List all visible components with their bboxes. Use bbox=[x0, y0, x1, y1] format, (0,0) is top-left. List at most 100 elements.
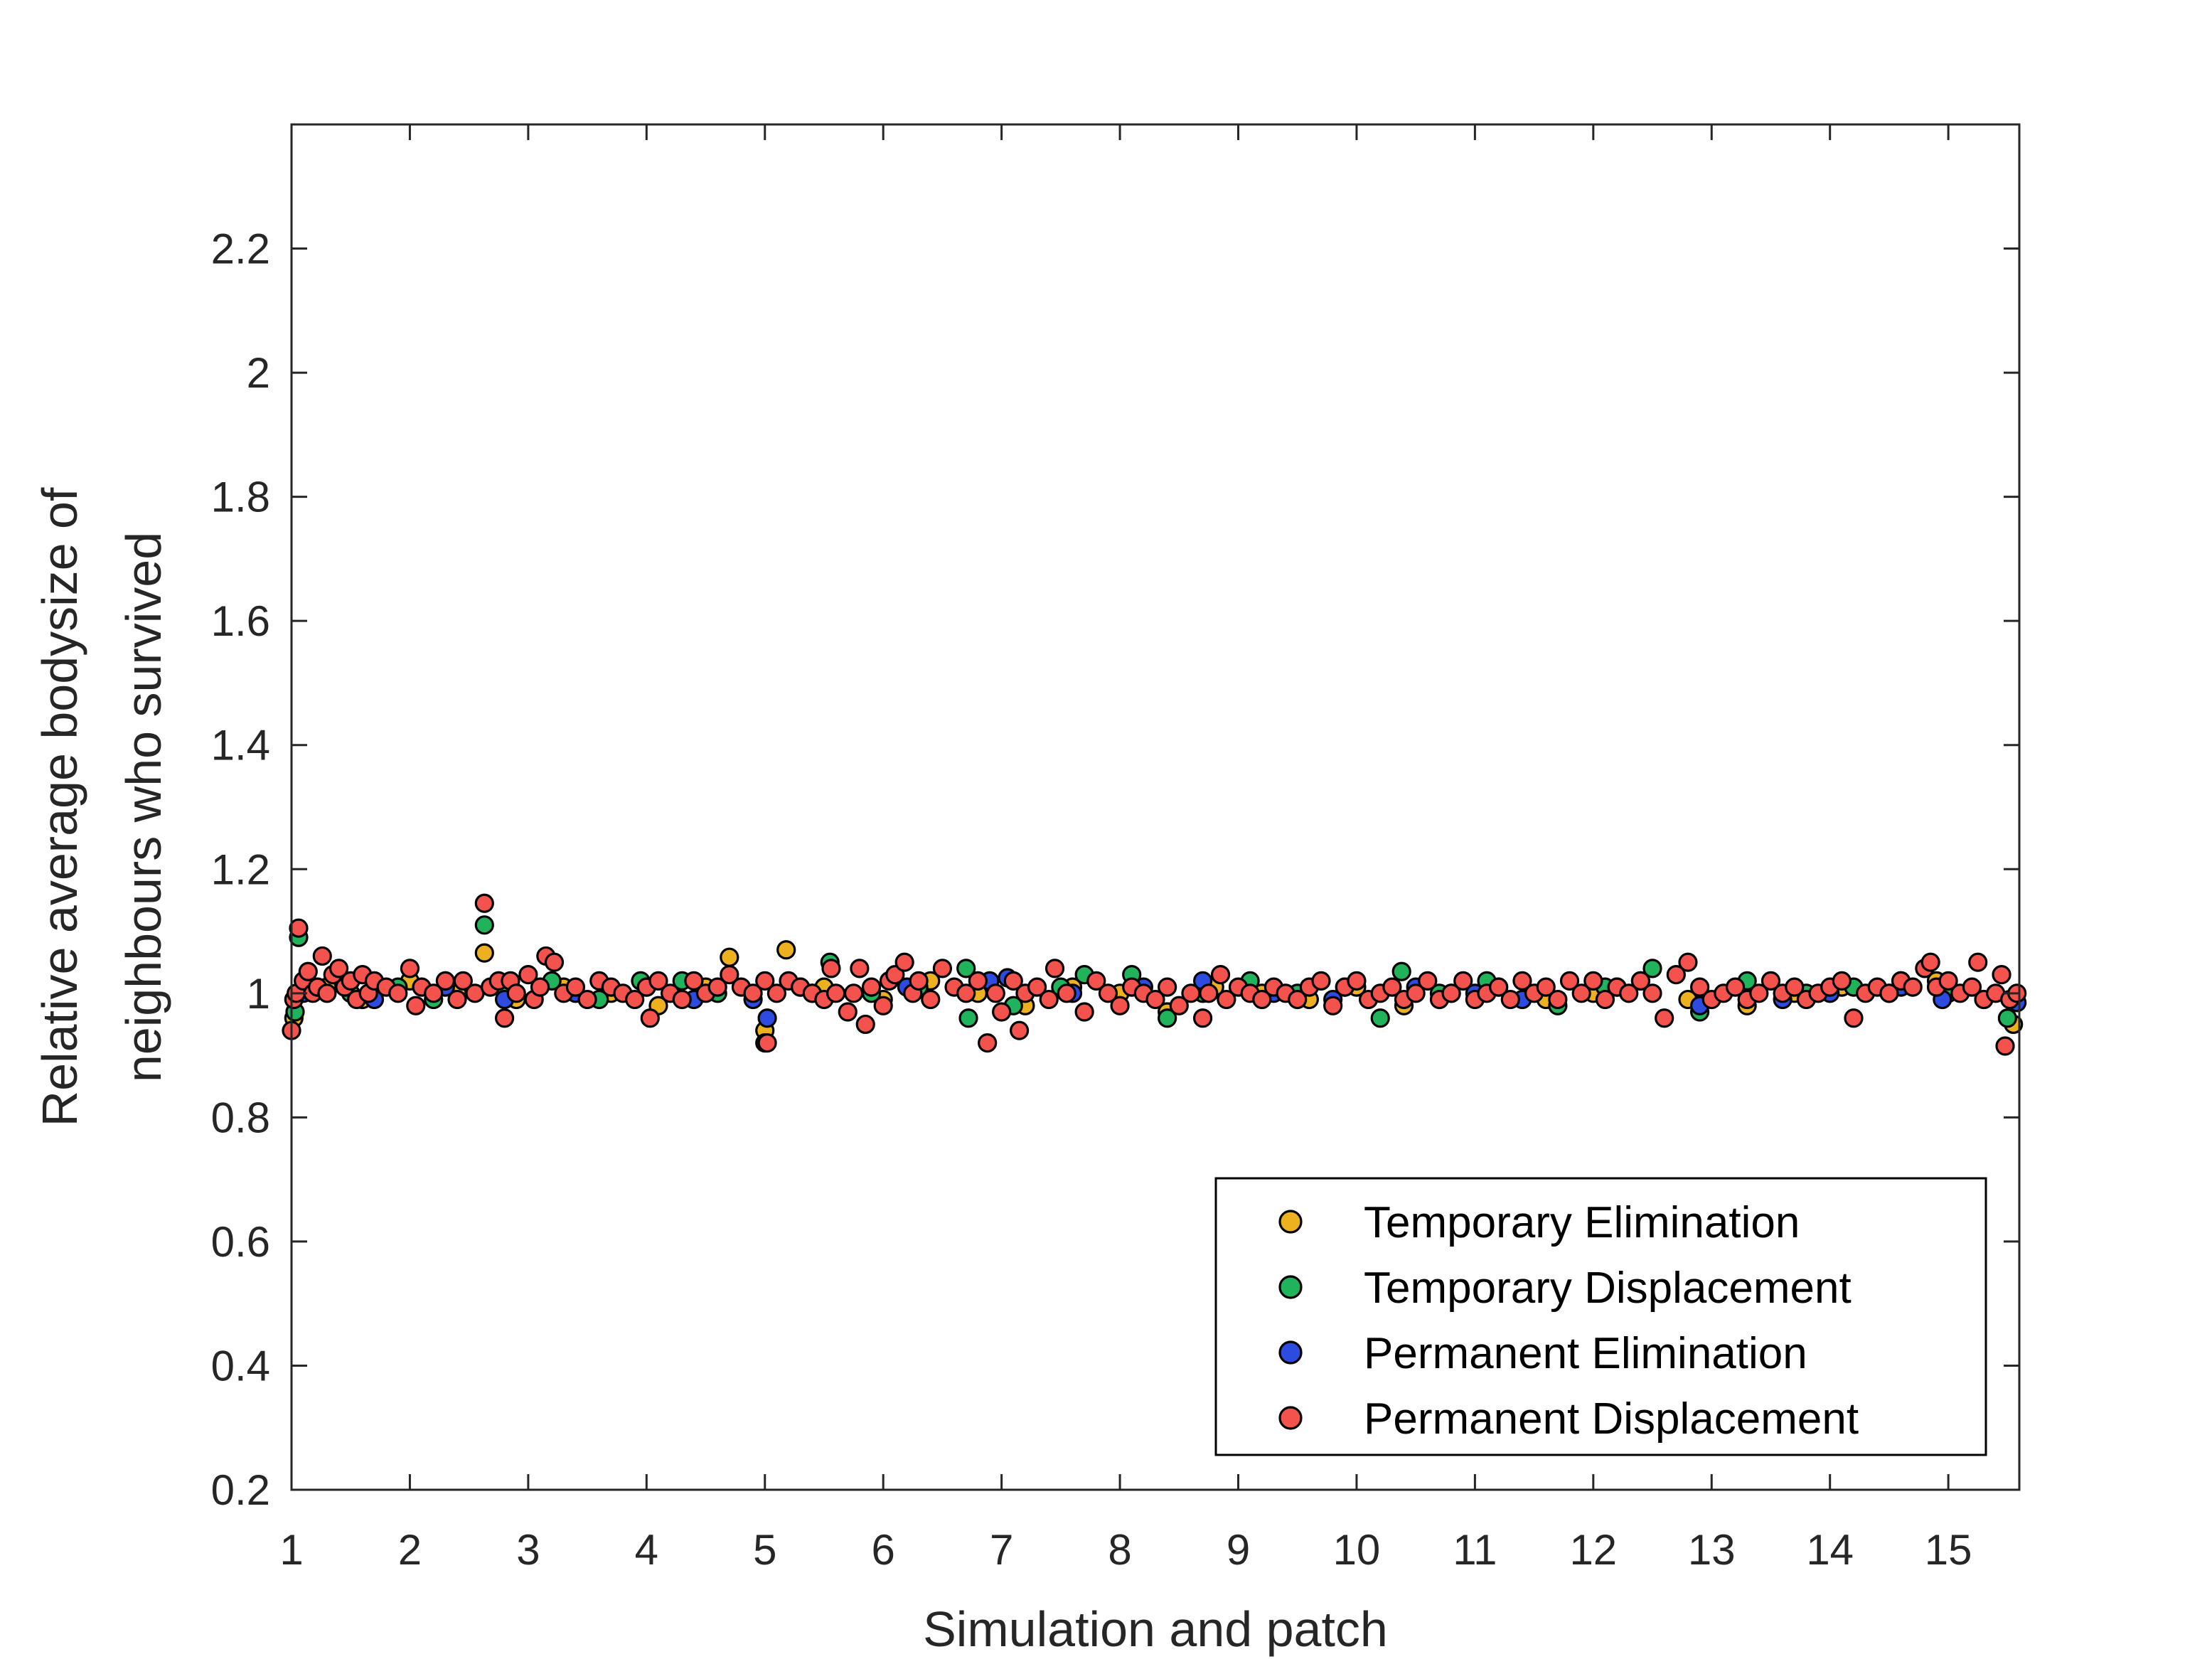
data-point bbox=[958, 1008, 978, 1028]
data-point bbox=[1217, 989, 1236, 1010]
x-tick-label: 14 bbox=[1806, 1526, 1854, 1574]
data-point bbox=[766, 983, 786, 1003]
x-tick-label: 9 bbox=[1227, 1526, 1250, 1574]
x-tick-label: 1 bbox=[279, 1526, 303, 1574]
data-point bbox=[298, 961, 318, 981]
data-point bbox=[1583, 971, 1603, 991]
x-tick-label: 5 bbox=[753, 1526, 776, 1574]
x-tick-label: 6 bbox=[872, 1526, 895, 1574]
data-point bbox=[388, 983, 408, 1003]
data-point bbox=[672, 989, 692, 1010]
data-point bbox=[1098, 983, 1118, 1003]
data-point bbox=[1997, 1008, 2017, 1028]
data-point bbox=[640, 1008, 660, 1028]
x-tick-label: 7 bbox=[990, 1526, 1013, 1574]
data-point bbox=[1489, 977, 1509, 997]
data-point bbox=[755, 971, 775, 991]
data-point bbox=[1003, 971, 1023, 991]
legend-label: Permanent Elimination bbox=[1364, 1329, 1807, 1378]
data-point bbox=[978, 1033, 998, 1053]
data-point bbox=[1210, 965, 1231, 985]
data-point bbox=[1571, 983, 1591, 1003]
data-point bbox=[1666, 965, 1686, 985]
x-tick-label: 15 bbox=[1925, 1526, 1972, 1574]
data-point bbox=[1879, 983, 1899, 1003]
data-point bbox=[1418, 971, 1438, 991]
data-point bbox=[1074, 1002, 1094, 1022]
x-axis-title: Simulation and patch bbox=[923, 1601, 1388, 1657]
data-point bbox=[494, 1008, 515, 1028]
y-tick-label: 1.8 bbox=[211, 474, 270, 521]
legend-label: Temporary Elimination bbox=[1364, 1198, 1800, 1247]
data-point bbox=[861, 977, 882, 997]
data-point bbox=[1027, 977, 1047, 997]
data-point bbox=[921, 989, 941, 1010]
data-point bbox=[909, 971, 929, 991]
data-point bbox=[1199, 983, 1219, 1003]
data-point bbox=[400, 959, 420, 978]
data-point bbox=[1169, 996, 1189, 1015]
data-point bbox=[530, 977, 550, 997]
data-point bbox=[565, 977, 586, 997]
data-point bbox=[1192, 1008, 1213, 1028]
data-point bbox=[1832, 971, 1852, 991]
data-point bbox=[328, 959, 349, 978]
data-point bbox=[968, 971, 988, 991]
x-tick-label: 4 bbox=[635, 1526, 658, 1574]
y-axis-title-line-2: neighbours who survived bbox=[116, 532, 171, 1082]
legend: Temporary Elimination Temporary Displacem… bbox=[1214, 1177, 1987, 1456]
data-point bbox=[1619, 983, 1639, 1003]
data-point bbox=[932, 959, 953, 978]
data-point bbox=[1406, 983, 1426, 1003]
data-point bbox=[1086, 971, 1106, 991]
y-tick-label: 0.2 bbox=[211, 1466, 270, 1514]
data-point bbox=[1441, 983, 1461, 1003]
data-point bbox=[1903, 977, 1923, 997]
data-point bbox=[1512, 971, 1532, 991]
data-point bbox=[1110, 996, 1130, 1015]
y-tick-label: 2 bbox=[247, 349, 270, 397]
data-point bbox=[1655, 1008, 1674, 1028]
data-point bbox=[1347, 971, 1367, 991]
data-point bbox=[850, 959, 870, 978]
tick-labels: 1 2 3 4 5 6 7 8 9 10 11 12 13 14 150.20.40.60.811.21.4… bbox=[211, 225, 1972, 1574]
data-point bbox=[707, 977, 727, 997]
data-point bbox=[577, 989, 597, 1010]
data-point bbox=[453, 971, 473, 991]
data-point bbox=[1962, 977, 1982, 997]
legend-entries: Temporary Elimination Temporary Displacem… bbox=[1278, 1198, 1859, 1444]
data-point bbox=[1630, 971, 1650, 991]
data-point bbox=[684, 971, 704, 991]
data-point bbox=[317, 983, 337, 1003]
data-point bbox=[1920, 952, 1940, 972]
data-point bbox=[720, 947, 739, 967]
data-point bbox=[956, 983, 976, 1003]
x-tick-label: 10 bbox=[1333, 1526, 1381, 1574]
series-permanent-displacement bbox=[282, 893, 2027, 1056]
data-point bbox=[757, 1033, 777, 1053]
data-point bbox=[1595, 989, 1615, 1010]
data-point bbox=[1158, 1008, 1177, 1028]
data-point bbox=[1725, 977, 1746, 997]
legend-marker bbox=[1278, 1210, 1303, 1234]
plot-frame bbox=[290, 123, 2021, 1491]
y-tick-label: 1 bbox=[247, 970, 270, 1018]
data-point bbox=[821, 959, 841, 978]
y-tick-label: 1.2 bbox=[211, 845, 270, 893]
data-point bbox=[1642, 959, 1662, 978]
data-point bbox=[1500, 989, 1520, 1010]
x-tick-label: 12 bbox=[1569, 1526, 1617, 1574]
data-point bbox=[424, 983, 444, 1003]
data-point bbox=[956, 959, 976, 978]
data-point bbox=[1370, 1008, 1390, 1028]
y-axis-title-line-1: Relative average bodysize of bbox=[32, 487, 87, 1126]
x-tick-label: 3 bbox=[516, 1526, 540, 1574]
legend-label: Permanent Displacement bbox=[1364, 1394, 1859, 1444]
data-point bbox=[312, 946, 332, 966]
legend-marker bbox=[1278, 1275, 1303, 1299]
data-point bbox=[1044, 959, 1065, 978]
data-point bbox=[544, 952, 565, 972]
data-point bbox=[1057, 983, 1076, 1003]
data-point bbox=[1548, 989, 1568, 1010]
